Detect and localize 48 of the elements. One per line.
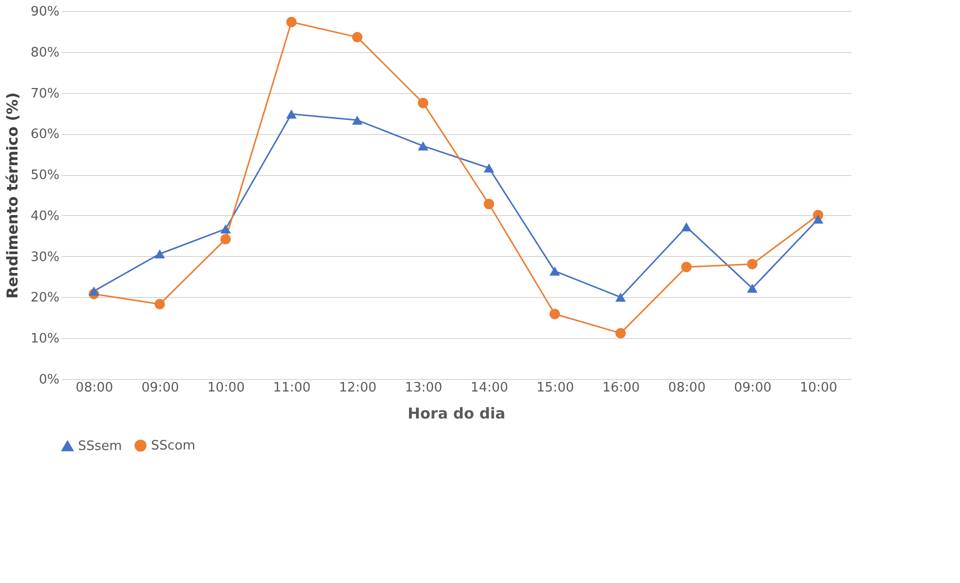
y-tick-label: 80%: [30, 45, 60, 60]
point: [615, 292, 626, 302]
y-tick-label: 0%: [38, 372, 60, 388]
y-tick-label: 30%: [30, 250, 60, 265]
legend-label: SScom: [151, 438, 196, 454]
point: [681, 262, 692, 272]
y-tick-label: 20%: [30, 290, 60, 306]
point: [352, 116, 362, 125]
y-tick-label: 90%: [30, 4, 60, 20]
x-tick-label: 12:00: [339, 380, 376, 396]
y-tick-label: 60%: [30, 127, 60, 142]
point: [286, 16, 297, 28]
point: [286, 110, 297, 119]
point: [484, 163, 494, 173]
point: [484, 198, 494, 210]
point: [747, 258, 758, 270]
x-tick-label: 14:00: [470, 380, 508, 396]
y-tick-label: 50%: [30, 168, 60, 184]
point: [681, 222, 692, 232]
point: [220, 234, 231, 244]
y-tick-label: 70%: [30, 86, 60, 102]
legend-label: SSsem: [78, 438, 122, 454]
point: [615, 328, 626, 338]
y-tick-label: 40%: [30, 208, 60, 224]
point: [418, 98, 428, 108]
x-tick-label: 09:00: [142, 380, 179, 396]
x-tick-label: 10:00: [800, 380, 838, 396]
x-tick-label: 08:00: [668, 380, 706, 396]
x-tick-label: 16:00: [602, 380, 640, 396]
x-tick-label: 09:00: [734, 380, 772, 396]
point: [550, 266, 560, 276]
point: [352, 32, 362, 42]
x-tick-label: 08:00: [76, 380, 114, 396]
point: [747, 284, 758, 293]
y-axis-title: Rendimento térmico (%): [4, 92, 22, 299]
x-axis-title: Hora do dia: [408, 404, 506, 422]
y-tick-label: 10%: [30, 332, 60, 347]
x-tick-label: 13:00: [404, 380, 442, 396]
point: [812, 214, 824, 224]
x-tick-label: 10:00: [207, 380, 245, 396]
x-tick-label: 15:00: [536, 380, 574, 396]
point: [154, 249, 165, 258]
point: [154, 298, 165, 310]
point: [88, 286, 100, 296]
point: [550, 308, 560, 320]
x-tick-label: 11:00: [273, 380, 311, 396]
point: [220, 224, 231, 234]
point: [418, 141, 428, 150]
